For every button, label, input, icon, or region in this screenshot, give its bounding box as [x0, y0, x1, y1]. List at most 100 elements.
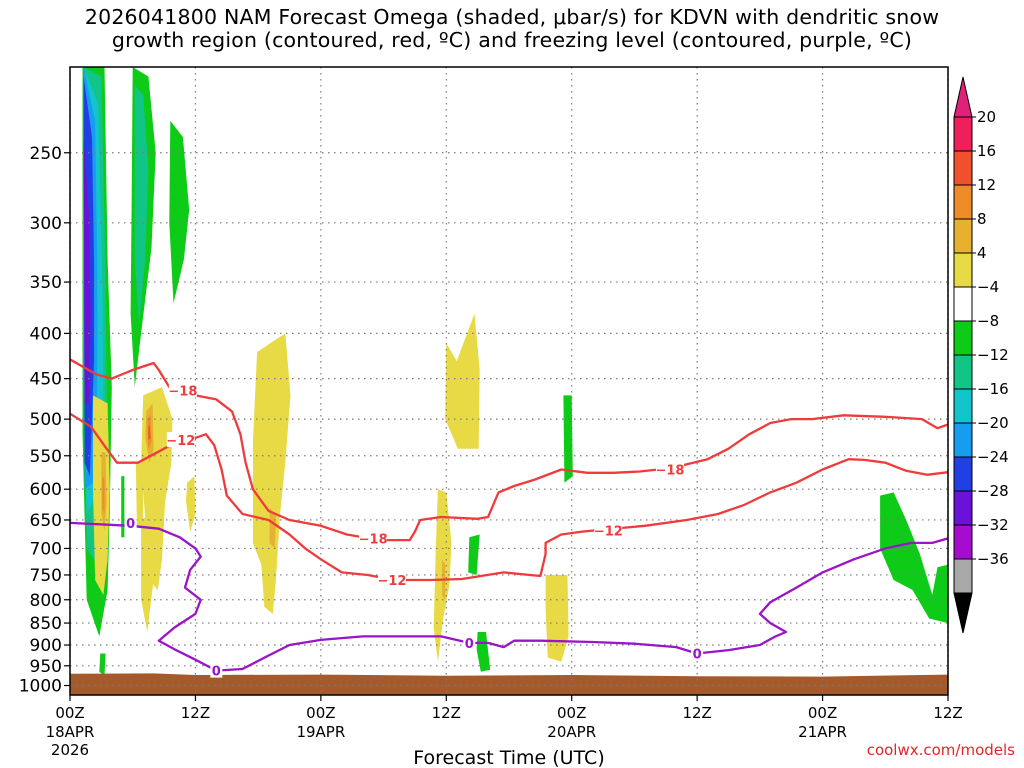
freezing-level-contour-label-bg-3: [691, 645, 704, 661]
colorbar-label-13: −36: [977, 550, 1009, 568]
dgz-contour-0-label-2: −18: [655, 463, 684, 478]
y-tick-label-450: 450: [30, 370, 62, 390]
freezing-level-contour-label-bg-1: [210, 662, 223, 678]
dgz-contour-1-label-bg-0: [166, 432, 195, 448]
colorbar-swatch-3: [953, 218, 973, 254]
omega-region-18: [186, 476, 196, 532]
y-tick-label-700: 700: [30, 539, 62, 559]
freezing-level-contour-label-1: 0: [212, 665, 221, 680]
omega-region-13: [563, 395, 573, 483]
freezing-level-contour-label-0: 0: [126, 517, 135, 532]
x-date-label-24: 19APR: [296, 723, 345, 741]
colorbar-label-0: 20: [977, 108, 996, 126]
dgz-contour-1-line: [70, 412, 948, 582]
freezing-level-contour-label-3: 0: [693, 647, 702, 662]
omega-region-5: [83, 137, 91, 404]
dgz-contour-0-label-bg-1: [359, 530, 388, 546]
x-tick-label-36: 12Z: [432, 704, 461, 722]
x-tick-label-12: 12Z: [181, 704, 210, 722]
x-year-label-0: 2026: [51, 741, 89, 759]
dgz-contour-1-label-bg-2: [594, 522, 623, 538]
colorbar-label-1: 16: [977, 142, 996, 160]
y-tick-label-750: 750: [30, 566, 62, 586]
y-tick-label-650: 650: [30, 511, 62, 531]
y-tick-label-250: 250: [30, 144, 62, 164]
x-tick-label-60: 12Z: [682, 704, 711, 722]
dgz-contour-1-label-0: −12: [166, 434, 195, 449]
y-tick-label-500: 500: [30, 410, 62, 430]
colorbar-label-9: −20: [977, 414, 1009, 432]
omega-region-23: [135, 462, 144, 526]
colorbar-swatch-6: [953, 320, 973, 356]
colorbar-label-4: 4: [977, 244, 987, 262]
x-date-label-72: 21APR: [798, 723, 847, 741]
dgz-contour-1-label-2: −12: [594, 524, 623, 539]
x-date-label-0: 18APR: [46, 723, 95, 741]
y-tick-label-400: 400: [30, 324, 62, 344]
omega-region-17: [141, 514, 154, 632]
colorbar-label-6: −8: [977, 312, 999, 330]
omega-region-28: [102, 476, 105, 514]
omega-region-7: [134, 85, 149, 324]
omega-region-14: [880, 492, 948, 624]
colorbar-label-10: −24: [977, 448, 1009, 466]
terrain-fill: [70, 673, 948, 695]
y-tick-label-550: 550: [30, 447, 62, 467]
colorbar-label-8: −16: [977, 380, 1009, 398]
colorbar-label-2: 12: [977, 176, 996, 194]
terrain-layer: [70, 673, 948, 695]
colorbar-label-5: −4: [977, 278, 999, 296]
x-tick-label-72: 00Z: [808, 704, 837, 722]
colorbar-label-11: −28: [977, 482, 1009, 500]
freezing-level-contour-label-bg-2: [463, 634, 476, 650]
plot-area: [70, 67, 948, 695]
title-line-1: 2026041800 NAM Forecast Omega (shaded, μ…: [84, 5, 940, 29]
colorbar-label-3: 8: [977, 210, 987, 228]
y-tick-label-300: 300: [30, 214, 62, 234]
dgz-contour-1-label-1: −12: [377, 574, 406, 589]
y-tick-label-950: 950: [30, 657, 62, 677]
colorbar-swatch-10: [953, 456, 973, 492]
colorbar-swatch-12: [953, 524, 973, 560]
freezing-level-contour-label-bg-0: [124, 514, 137, 530]
dgz-contour-0-label-bg-2: [655, 461, 684, 477]
x-date-label-48: 20APR: [547, 723, 596, 741]
colorbar-swatch-8: [953, 388, 973, 424]
y-tick-label-900: 900: [30, 636, 62, 656]
omega-region-9: [99, 653, 106, 676]
x-axis-label: Forecast Time (UTC): [413, 747, 604, 768]
colorbar-swatch-5: [953, 286, 973, 322]
x-tick-label-0: 00Z: [55, 704, 84, 722]
chart-title: 2026041800 NAM Forecast Omega (shaded, μ…: [0, 6, 1024, 52]
colorbar-label-12: −32: [977, 516, 1009, 534]
colorbar-top-arrow: [953, 76, 973, 118]
source-credit: coolwx.com/models: [867, 741, 1015, 759]
x-tick-label-84: 12Z: [933, 704, 962, 722]
colorbar-label-7: −12: [977, 346, 1009, 364]
omega-region-26: [269, 507, 276, 549]
temperature-contours: −18 −18 −18 −12 −12 −12 0 0 0 0: [70, 358, 948, 680]
omega-region-8: [169, 120, 190, 304]
freezing-level-contour-label-2: 0: [465, 637, 474, 652]
omega-region-19: [252, 333, 291, 614]
omega-region-11: [468, 534, 480, 575]
x-tick-label-24: 00Z: [306, 704, 335, 722]
dgz-contour-0-label-0: −18: [168, 384, 197, 399]
dgz-contour-0-label-bg-0: [168, 382, 197, 398]
dgz-contour-0-label-1: −18: [359, 532, 388, 547]
omega-region-30: [148, 425, 151, 441]
title-line-2: growth region (contoured, red, ºC) and f…: [111, 28, 913, 52]
dgz-contour-1-label-bg-1: [377, 572, 406, 588]
y-tick-label-850: 850: [30, 614, 62, 634]
x-tick-label-48: 00Z: [557, 704, 586, 722]
colorbar: 20 16 12 8 4 −4 −8 −12 −16 −20 −24 −28 −32 −36: [953, 76, 1009, 634]
omega-region-21: [445, 313, 480, 449]
colorbar-swatch-4: [953, 252, 973, 288]
colorbar-swatch-7: [953, 354, 973, 390]
pressure-axis: 2503003504004505005506006507007508008509…: [19, 144, 70, 697]
plot-frame: [69, 66, 949, 696]
y-tick-label-1000: 1000: [19, 677, 62, 697]
colorbar-swatch-9: [953, 422, 973, 458]
